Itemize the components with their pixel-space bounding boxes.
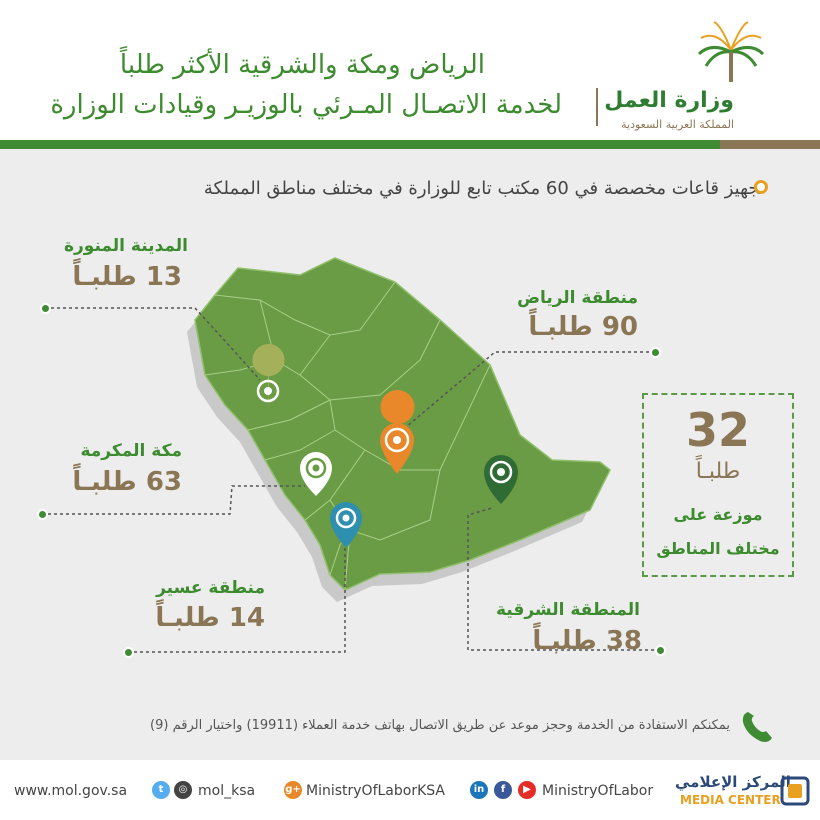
footer — [0, 760, 820, 820]
page-title-line1: الرياض ومكة والشرقية الأكثر طلباً — [119, 50, 485, 80]
facebook-icon[interactable]: f — [494, 781, 512, 799]
header-bar-brown — [720, 140, 820, 149]
logo-subtitle: المملكة العربية السعودية — [621, 118, 734, 131]
pin-riyadh-icon — [380, 390, 415, 474]
googleplus-icon[interactable]: g+ — [284, 781, 302, 799]
madinah-dot — [40, 303, 51, 314]
twitter-icon[interactable]: t — [152, 781, 170, 799]
instagram-icon[interactable]: ◎ — [174, 781, 192, 799]
summary-line1: موزعة على — [673, 505, 763, 524]
riyadh-dot — [650, 347, 661, 358]
makkah-dot — [37, 509, 48, 520]
media-center-arabic: المركز الإعلامي — [675, 773, 791, 791]
saudi-map — [42, 257, 660, 653]
region-name-riyadh: منطقة الرياض — [517, 288, 638, 308]
region-count-makkah: 63 طلبـاً — [72, 467, 182, 497]
region-count-madinah: 13 طلبـاً — [72, 262, 182, 292]
media-center-english: MEDIA CENTER — [680, 793, 781, 807]
youtube-icon[interactable]: ▶ — [518, 781, 536, 799]
media-center-logo-icon — [780, 776, 810, 806]
twitter-instagram-handle[interactable]: mol_ksa — [198, 783, 256, 799]
palm-logo-icon — [697, 21, 765, 82]
linkedin-facebook-youtube-handle[interactable]: MinistryOfLabor — [542, 783, 654, 799]
region-name-asir: منطقة عسير — [156, 578, 265, 598]
phone-note: يمكنكم الاستفادة من الخدمة وحجز موعد عن … — [150, 718, 730, 733]
region-name-madinah: المدينة المنورة — [63, 236, 188, 256]
page-title-line2: لخدمة الاتصـال المـرئي بالوزيـر وقيادات … — [50, 90, 562, 120]
website-link[interactable]: www.mol.gov.sa — [14, 783, 128, 799]
bullet-icon — [754, 180, 768, 194]
pin-eastern-icon — [484, 455, 518, 504]
summary-box: 32 طلبـاً موزعة على مختلف المناطق — [642, 393, 794, 577]
region-name-makkah: مكة المكرمة — [80, 441, 182, 461]
header-bar-green — [0, 140, 720, 149]
summary-number: 32 — [685, 403, 750, 457]
summary-unit: طلبـاً — [695, 459, 741, 484]
pin-madinah-icon — [252, 344, 285, 410]
region-name-eastern: المنطقة الشرقية — [495, 600, 640, 620]
logo-name: وزارة العمل — [604, 88, 734, 113]
logo-divider — [596, 88, 598, 126]
pin-asir-icon — [330, 502, 362, 548]
region-count-eastern: 38 طلبـاً — [532, 626, 642, 656]
header: الرياض ومكة والشرقية الأكثر طلباً لخدمة … — [0, 0, 820, 140]
googleplus-handle[interactable]: MinistryOfLaborKSA — [306, 783, 445, 799]
pin-makkah-icon — [300, 452, 332, 496]
asir-dot — [123, 647, 134, 658]
region-count-asir: 14 طلبـاً — [155, 603, 265, 633]
region-count-riyadh: 90 طلبـاً — [528, 312, 638, 342]
leader-lines — [42, 307, 660, 653]
phone-icon — [742, 712, 772, 742]
linkedin-icon[interactable]: in — [470, 781, 488, 799]
summary-line2: مختلف المناطق — [656, 539, 780, 558]
eastern-dot — [655, 645, 666, 656]
subtitle: تجهيز قاعات مخصصة في 60 مكتب تابع للوزار… — [203, 178, 765, 199]
